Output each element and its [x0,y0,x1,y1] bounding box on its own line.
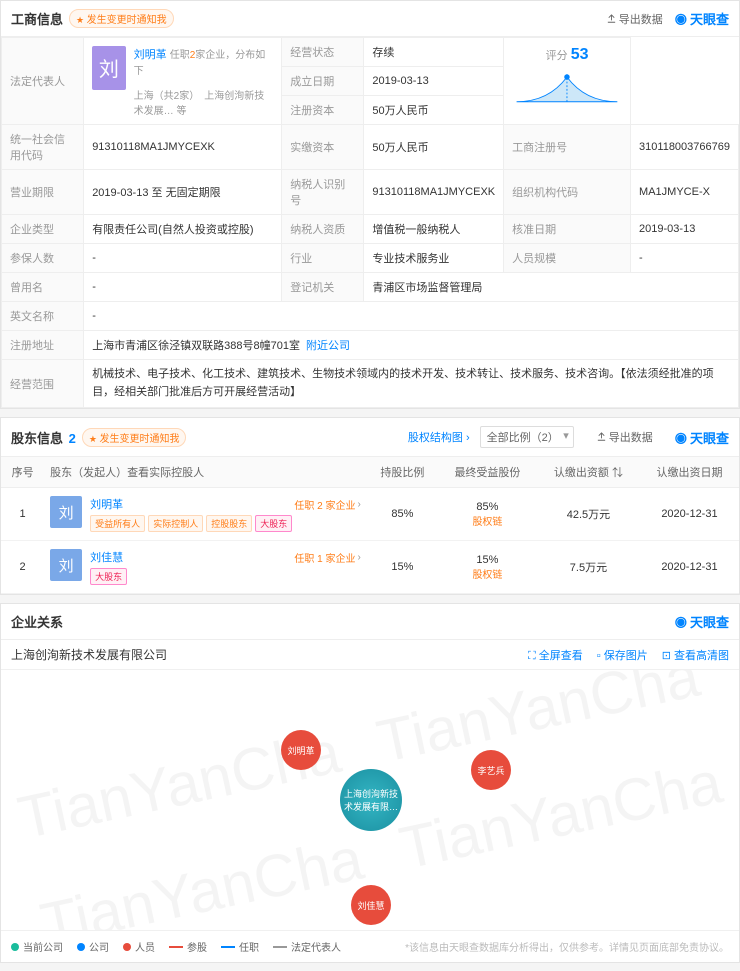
chevron-right-icon[interactable]: › [357,499,360,510]
table-header: 持股比例 [367,457,438,488]
business-info-panel: 工商信息 发生变更时通知我 导出数据 天眼查 法定代表人 刘 刘明革 任职2家企… [0,0,740,409]
score-value: 53 [571,46,589,63]
rep-avatar: 刘 [92,46,125,90]
notify-button[interactable]: 发生变更时通知我 [69,9,174,28]
brand-logo: 天眼查 [675,9,729,28]
shareholder-avatar: 刘 [50,549,82,581]
legend-item: 任职 [221,939,259,954]
shareholder-table: 序号股东（发起人）查看实际控股人持股比例最终受益股份认缴出资额 ⇅认缴出资日期 … [1,457,739,594]
equity-chain-link[interactable]: 股权链 [472,570,502,581]
legend-item: 当前公司 [11,939,63,954]
graph-node-person[interactable]: 刘明革 [281,730,321,770]
graph-edges: 法定代表人 参股 监事 参股 核心成员 [1,670,301,820]
graph-legend: 当前公司公司人员参股任职法定代表人 *该信息由天眼查数据库分析得出，仅供参考。详情… [1,930,739,962]
score-curve-icon [512,68,622,108]
legend-item: 公司 [77,939,109,954]
tag: 控股股东 [206,515,252,532]
shareholder-panel: 股东信息 2 发生变更时通知我 股权结构图 › 全部比例（2） 导出数据 天眼查… [0,417,740,595]
graph-action[interactable]: ⛶ 全屏查看 [528,647,583,663]
job-count[interactable]: 任职 2 家企业 [294,497,355,512]
business-info-table: 法定代表人 刘 刘明革 任职2家企业，分布如下 上海（共2家） 上海创洵新技术发… [1,37,739,408]
table-header: 序号 [1,457,44,488]
relationship-graph[interactable]: TianYanChaTianYanChaTianYanChaTianYanCha… [1,670,739,930]
graph-node-person[interactable]: 刘佳慧 [351,885,391,925]
shareholder-avatar: 刘 [50,496,82,528]
panel-header: 股东信息 2 发生变更时通知我 股权结构图 › 全部比例（2） 导出数据 天眼查 [1,418,739,457]
rep-sub: 上海（共2家） 上海创洵新技术发展… 等 [134,87,274,117]
table-row: 2 刘 刘佳慧任职 1 家企业› 大股东 15% 15%股权链 7.5万元 20… [1,541,739,594]
notify-button[interactable]: 发生变更时通知我 [82,428,187,447]
tag: 实际控制人 [148,515,203,532]
legend-item: 人员 [123,939,155,954]
graph-action[interactable]: ⊡ 查看高清图 [662,647,729,663]
panel-header: 企业关系 天眼查 [1,604,739,640]
export-button[interactable]: 导出数据 [606,11,663,27]
table-header: 股东（发起人）查看实际控股人 [44,457,367,488]
relationship-panel: 企业关系 天眼查 上海创洵新技术发展有限公司 ⛶ 全屏查看 ▫ 保存图片 ⊡ 查看高… [0,603,740,963]
panel-title: 股东信息 2 [11,428,76,447]
rep-label: 法定代表人 [2,38,84,125]
brand-logo: 天眼查 [675,428,729,447]
table-header: 认缴出资日期 [640,457,739,488]
panel-header: 工商信息 发生变更时通知我 导出数据 天眼查 [1,1,739,37]
panel-title: 企业关系 [11,612,63,631]
job-count[interactable]: 任职 1 家企业 [294,550,355,565]
shareholder-name[interactable]: 刘佳慧 [90,549,123,565]
tag: 大股东 [255,515,292,532]
legend-item: 参股 [169,939,207,954]
table-row: 1 刘 刘明革任职 2 家企业› 受益所有人实际控制人控股股东大股东 85% 8… [1,488,739,541]
panel-title: 工商信息 [11,9,63,28]
graph-node-center[interactable]: 上海创洵新技术发展有限… [340,769,402,831]
export-button[interactable]: 导出数据 [596,429,653,445]
table-header: 最终受益股份 [438,457,537,488]
equity-structure-link[interactable]: 股权结构图 › [408,429,470,445]
relationship-toolbar: 上海创洵新技术发展有限公司 ⛶ 全屏查看 ▫ 保存图片 ⊡ 查看高清图 [1,640,739,670]
table-header: 认缴出资额 ⇅ [537,457,640,488]
tag: 受益所有人 [90,515,145,532]
nearby-link[interactable]: 附近公司 [306,340,350,352]
equity-chain-link[interactable]: 股权链 [472,517,502,528]
score-cell: 评分 53 [504,38,631,125]
brand-logo: 天眼查 [675,612,729,631]
shareholder-name[interactable]: 刘明革 [90,496,123,512]
legend-item: 法定代表人 [273,939,341,954]
tag: 大股东 [90,568,127,585]
rep-name[interactable]: 刘明革 [134,49,167,61]
legend-note: *该信息由天眼查数据库分析得出，仅供参考。详情见页面底部免责协议。 [405,939,729,954]
company-name: 上海创洵新技术发展有限公司 [11,646,167,663]
graph-action[interactable]: ▫ 保存图片 [597,647,648,663]
graph-node-person[interactable]: 李艺兵 [471,750,511,790]
ratio-select[interactable]: 全部比例（2） [480,426,574,448]
chevron-right-icon[interactable]: › [357,552,360,563]
